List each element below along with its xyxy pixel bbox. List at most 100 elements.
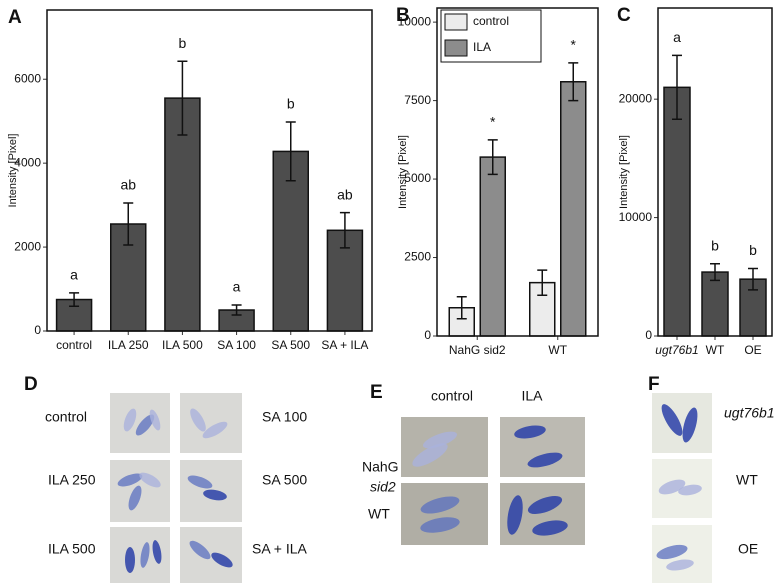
leaf xyxy=(135,414,155,436)
photo-label: OE xyxy=(738,541,758,557)
leaf xyxy=(125,547,135,573)
x-tick-label: control xyxy=(56,338,92,352)
leaf xyxy=(507,495,523,535)
annotation: * xyxy=(490,114,496,130)
axis-title: Intensity [Pixel] xyxy=(397,135,409,209)
x-tick-label: NahG sid2 xyxy=(449,343,506,357)
panel-letter: E xyxy=(370,382,383,403)
leaf xyxy=(682,407,698,443)
x-tick-label: WT xyxy=(548,343,567,357)
leaf xyxy=(527,495,563,515)
panel-letter: C xyxy=(617,5,631,26)
annotation: a xyxy=(673,29,681,45)
photo-label: SA 100 xyxy=(262,409,307,425)
leaf xyxy=(128,485,142,511)
x-tick-label: ugt76b1 xyxy=(655,343,698,357)
panel-letter: D xyxy=(24,374,38,395)
bar xyxy=(560,81,587,337)
y-tick-label: 0 xyxy=(34,323,41,337)
column-label: ILA xyxy=(521,388,543,404)
error-bar xyxy=(339,211,350,249)
photo xyxy=(180,527,242,583)
photo-label: ILA 250 xyxy=(48,472,96,488)
legend-label: ILA xyxy=(473,40,491,54)
y-tick-label: 2000 xyxy=(14,239,41,253)
x-tick-label: SA 500 xyxy=(271,338,310,352)
annotation: b xyxy=(287,96,295,112)
y-tick-label: 2500 xyxy=(404,250,431,264)
photo-label: ugt76b1 xyxy=(724,405,775,421)
error-bar xyxy=(710,263,720,282)
y-tick-label: 0 xyxy=(645,328,652,342)
error-bar xyxy=(748,267,758,291)
leaf xyxy=(666,559,694,571)
leaf xyxy=(514,425,546,439)
column-label: control xyxy=(431,388,473,404)
leaf xyxy=(190,408,206,432)
error-bar xyxy=(568,62,579,102)
photo-label: SA + ILA xyxy=(252,541,308,557)
photo-label: ILA 500 xyxy=(48,541,96,557)
legend-label: control xyxy=(473,14,509,28)
annotation: b xyxy=(749,242,757,258)
panel-d-photos xyxy=(110,393,242,583)
y-tick-label: 5000 xyxy=(404,171,431,185)
leaf xyxy=(527,452,563,468)
leaf xyxy=(420,517,460,533)
axis-title: Intensity [Pixel] xyxy=(7,134,19,208)
y-tick-label: 4000 xyxy=(14,155,41,169)
photo xyxy=(110,393,170,453)
row-label: WT xyxy=(368,506,390,522)
x-tick-label: WT xyxy=(706,343,725,357)
y-tick-label: 10000 xyxy=(619,210,653,224)
axis-title: Intensity [Pixel] xyxy=(618,135,630,209)
leaf xyxy=(202,421,228,439)
leaf xyxy=(139,472,161,488)
photo xyxy=(652,393,712,453)
row-label: NahG xyxy=(362,459,399,475)
leaf xyxy=(117,473,143,487)
x-tick-label: SA 100 xyxy=(217,338,256,352)
leaf xyxy=(412,443,448,467)
y-tick-label: 0 xyxy=(424,328,431,342)
photo-label: SA 500 xyxy=(262,472,307,488)
leaf xyxy=(140,542,150,568)
panel-e-photos xyxy=(401,417,585,545)
annotation: ab xyxy=(120,177,136,193)
panel-f-photos xyxy=(652,393,712,583)
legend-swatch xyxy=(444,13,468,31)
plot-frame xyxy=(657,7,773,337)
plot-frame xyxy=(46,9,373,332)
annotation: b xyxy=(179,35,187,51)
leaf xyxy=(532,520,568,536)
y-tick-label: 7500 xyxy=(404,93,431,107)
leaf xyxy=(656,544,688,560)
annotation: a xyxy=(233,279,241,295)
error-bar xyxy=(69,292,80,307)
leaf xyxy=(189,540,211,560)
photo-label: control xyxy=(45,409,87,425)
y-tick-label: 6000 xyxy=(14,71,41,85)
error-bar xyxy=(487,139,498,176)
error-bar xyxy=(177,60,188,136)
error-bar xyxy=(672,54,682,121)
leaf xyxy=(420,496,460,514)
leaf xyxy=(203,489,227,501)
annotation: * xyxy=(571,37,577,53)
error-bar xyxy=(537,269,548,296)
bar xyxy=(164,97,201,332)
x-tick-label: OE xyxy=(744,343,761,357)
row-label: sid2 xyxy=(370,479,396,495)
x-tick-label: ILA 500 xyxy=(162,338,203,352)
x-tick-label: ILA 250 xyxy=(108,338,149,352)
x-tick-label: SA + ILA xyxy=(321,338,368,352)
bar xyxy=(663,86,691,337)
bar xyxy=(479,156,506,337)
bar xyxy=(701,271,729,337)
leaf xyxy=(211,552,233,568)
leaf xyxy=(661,404,683,436)
annotation: b xyxy=(711,237,719,253)
y-tick-label: 20000 xyxy=(619,91,653,105)
leaf xyxy=(123,408,137,432)
